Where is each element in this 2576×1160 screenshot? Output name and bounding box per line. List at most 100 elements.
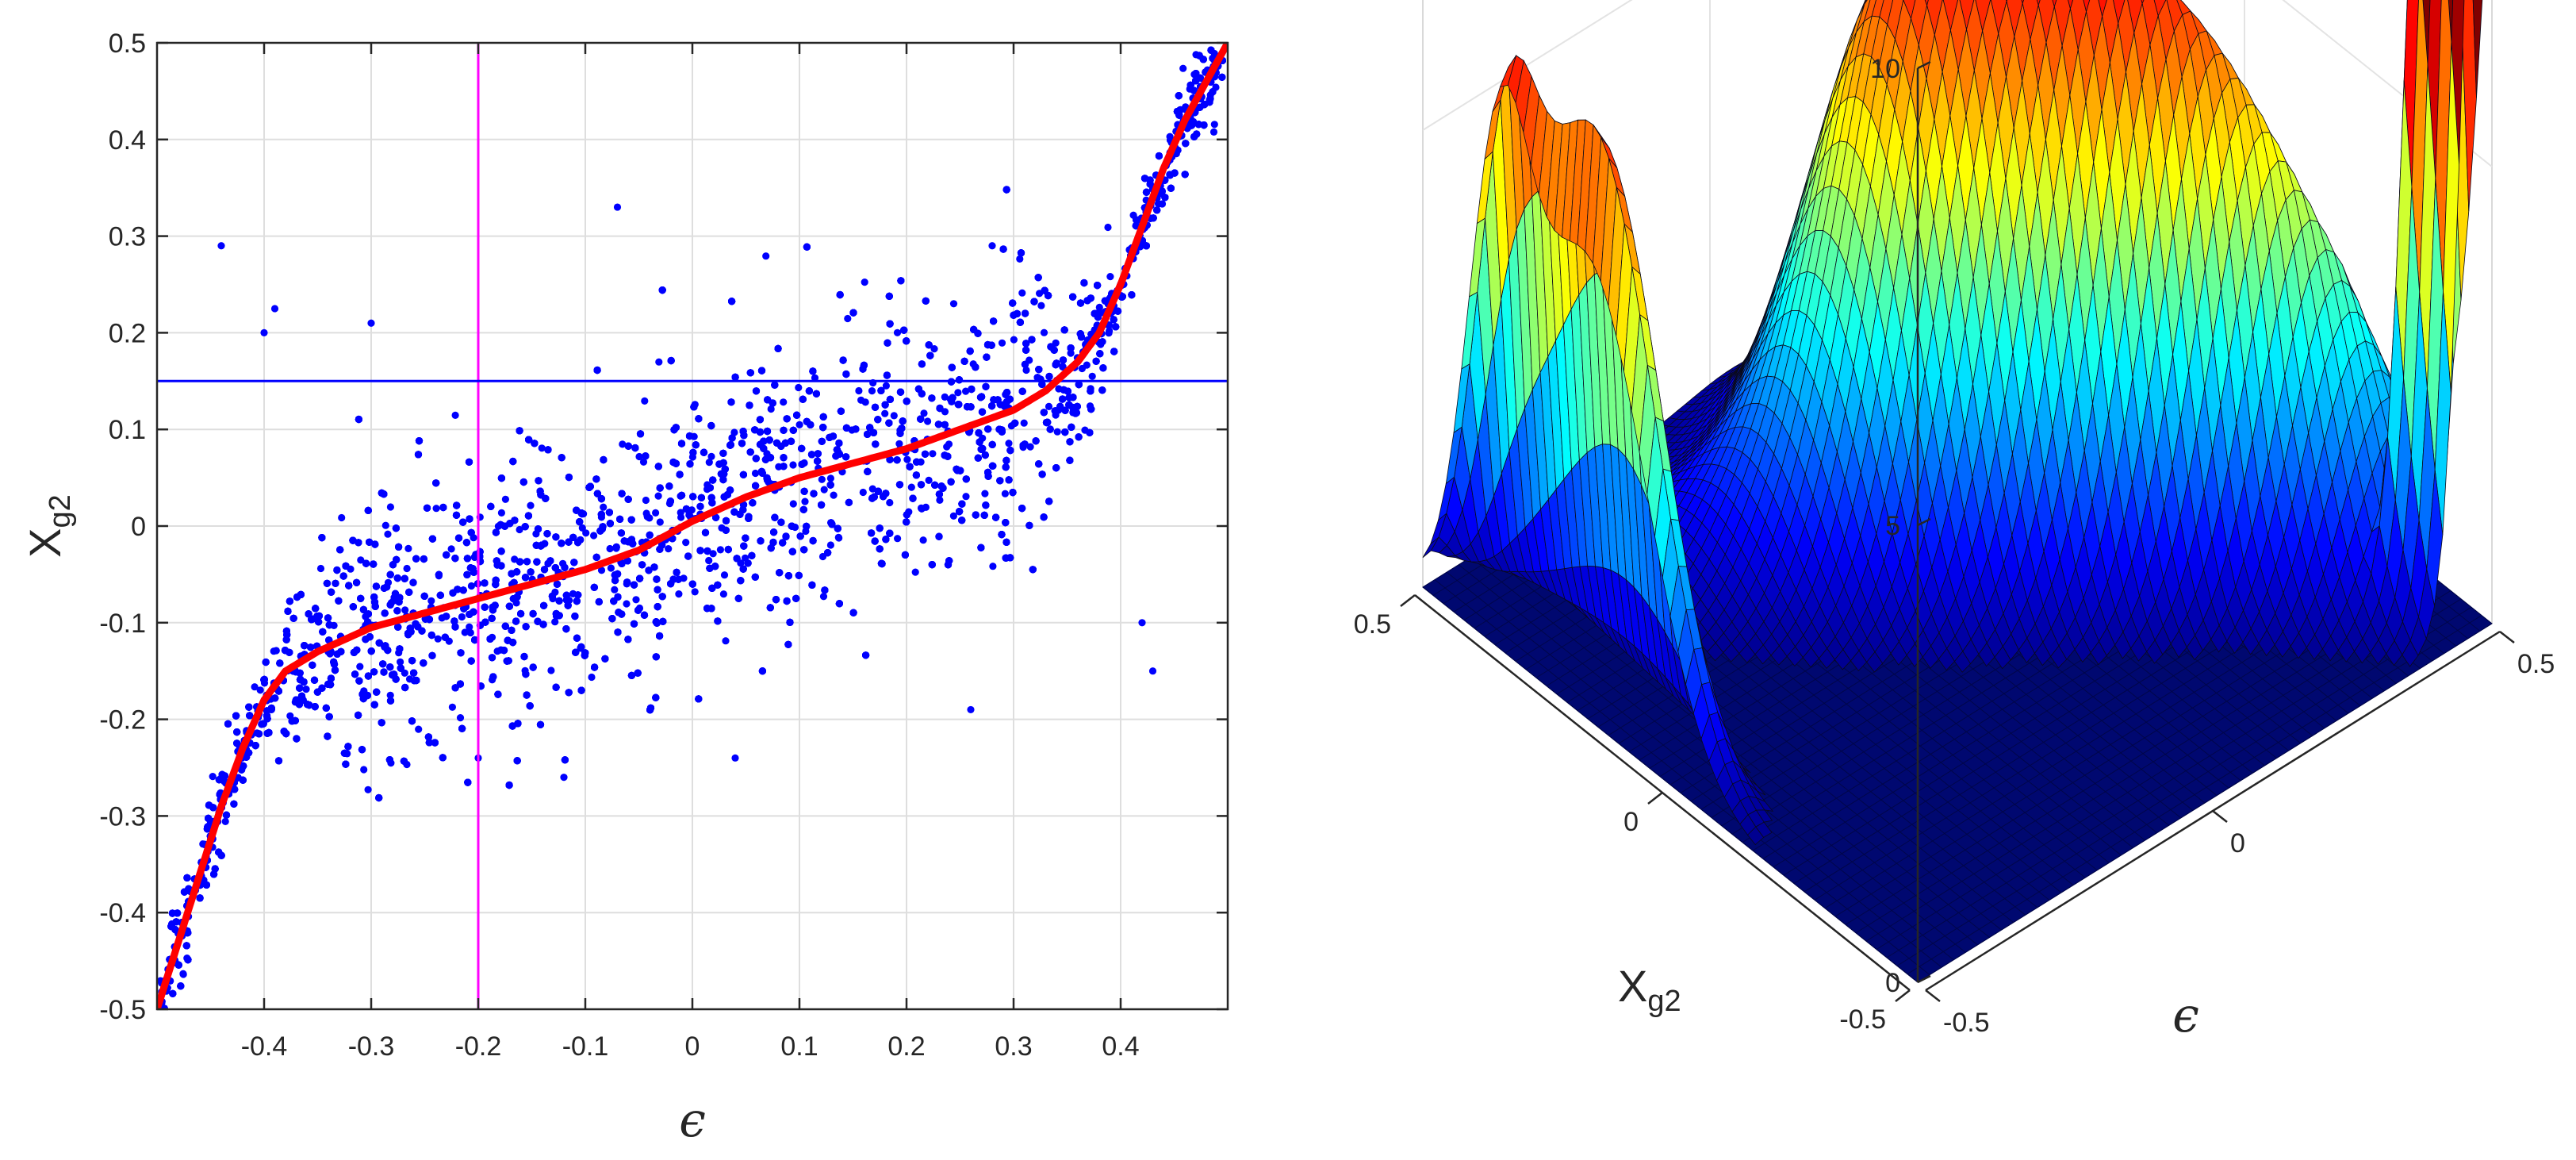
data-point [920, 409, 928, 417]
data-point [386, 691, 394, 699]
data-point [881, 409, 889, 417]
scatter-points [157, 46, 1226, 1009]
data-point [635, 452, 643, 461]
data-point [381, 521, 389, 529]
data-point [719, 590, 728, 598]
data-point [578, 524, 586, 532]
data-point [895, 440, 903, 447]
data-point [949, 512, 957, 520]
data-point [600, 503, 608, 511]
data-point [611, 586, 619, 593]
data-point [1005, 440, 1013, 447]
data-point [655, 358, 663, 366]
data-point [582, 529, 590, 537]
data-point [893, 328, 902, 336]
data-point [801, 497, 809, 505]
data-point [925, 476, 933, 485]
data-point [209, 773, 217, 781]
data-point [551, 618, 559, 626]
data-point [844, 314, 852, 323]
data-point [467, 582, 476, 590]
data-point [929, 450, 937, 458]
data-point [466, 623, 473, 631]
data-point [826, 541, 834, 549]
data-point [811, 374, 819, 382]
data-point [511, 555, 519, 563]
data-point [962, 493, 970, 501]
data-point [830, 491, 838, 499]
data-point [707, 452, 715, 461]
data-point [456, 714, 465, 722]
data-point [1210, 121, 1218, 129]
data-point [302, 686, 310, 693]
data-point [722, 637, 730, 645]
data-point [404, 544, 412, 553]
data-point [820, 486, 828, 494]
data-point [251, 683, 259, 691]
data-point [705, 459, 713, 467]
data-point [451, 411, 459, 420]
data-point [949, 300, 958, 308]
data-point [834, 533, 842, 542]
data-point [401, 606, 409, 614]
data-point [1016, 255, 1024, 263]
data-point [1022, 366, 1030, 375]
data-point [819, 593, 828, 601]
data-point [882, 382, 890, 390]
data-point [386, 503, 394, 511]
data-point [989, 563, 997, 570]
data-point [962, 387, 970, 395]
data-point [1001, 490, 1009, 497]
data-point [705, 556, 713, 565]
data-point [179, 970, 187, 978]
data-point [675, 590, 683, 598]
data-point [682, 539, 690, 547]
data-point [384, 530, 392, 538]
data-point [1026, 443, 1034, 451]
data-point [497, 509, 506, 517]
data-point [1209, 128, 1218, 136]
data-point [930, 345, 938, 353]
data-point [357, 556, 365, 564]
data-point [1105, 329, 1113, 337]
data-point [221, 817, 229, 825]
data-point [256, 686, 264, 694]
data-point [855, 386, 863, 395]
data-point [720, 571, 729, 579]
data-point [597, 567, 606, 574]
data-point [447, 545, 455, 553]
scatter-chart: -0.4 -0.3 -0.2 -0.1 0 0.1 0.2 0.3 0.4-0.5-0.4-0.… [20, 29, 1229, 1148]
data-point [656, 518, 664, 526]
data-point [466, 628, 474, 637]
data-point [641, 397, 649, 405]
data-point [461, 628, 469, 636]
data-point [448, 703, 457, 711]
data-point [360, 766, 368, 774]
data-point [588, 673, 596, 682]
data-point [590, 532, 598, 540]
data-point [907, 483, 915, 491]
data-point [458, 613, 466, 621]
data-point [665, 545, 673, 553]
data-point [415, 725, 423, 733]
data-point [903, 455, 911, 463]
data-point [1040, 328, 1048, 336]
data-point [919, 536, 927, 544]
data-point [1179, 64, 1187, 72]
data-point [868, 387, 876, 395]
data-point [619, 440, 627, 448]
data-point [1037, 302, 1045, 309]
data-point [1067, 349, 1075, 357]
data-point [751, 469, 760, 478]
data-point [941, 393, 949, 401]
data-point [401, 669, 408, 677]
data-point [607, 564, 615, 572]
data-point [1010, 336, 1018, 344]
data-point [981, 490, 989, 497]
data-point [818, 552, 827, 561]
data-point [652, 509, 660, 517]
data-point [1104, 223, 1112, 232]
data-point [639, 458, 648, 466]
data-point [767, 405, 775, 413]
